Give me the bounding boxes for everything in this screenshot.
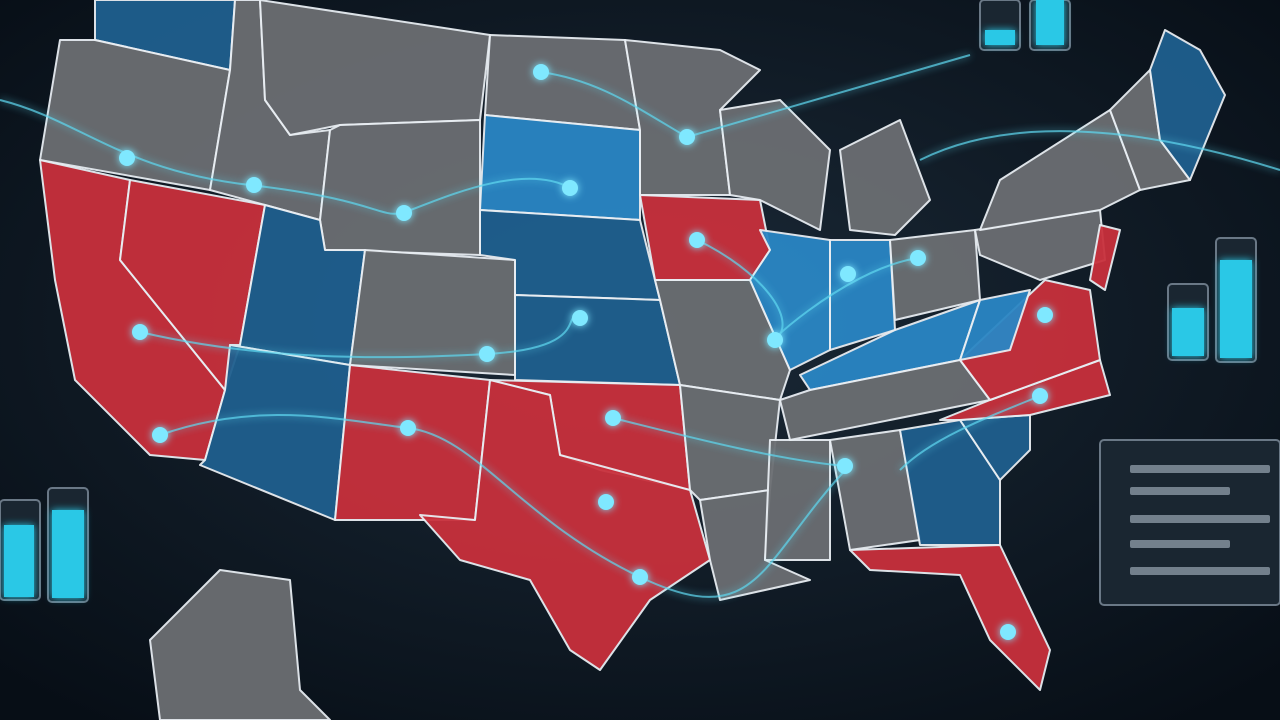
state [764, 439, 831, 561]
node [132, 324, 148, 340]
node [1032, 388, 1048, 404]
node [572, 310, 588, 326]
node [767, 332, 783, 348]
node [689, 232, 705, 248]
widget-row [1130, 567, 1270, 575]
node [1000, 624, 1016, 640]
node [840, 266, 856, 282]
state [829, 239, 896, 351]
node [679, 129, 695, 145]
widget-bar [52, 510, 84, 598]
node [605, 410, 621, 426]
node [632, 569, 648, 585]
connection-line [899, 395, 1041, 471]
widget-bar [1220, 260, 1252, 358]
connection-line [919, 130, 1280, 171]
connections [0, 54, 1280, 640]
connection-line [139, 315, 581, 359]
state [149, 569, 331, 720]
node [837, 458, 853, 474]
state [899, 419, 1001, 546]
states [39, 0, 1226, 720]
connection-line [539, 54, 971, 139]
state [979, 109, 1141, 231]
node [246, 177, 262, 193]
state [959, 279, 1101, 401]
node [119, 150, 135, 166]
connection-line [159, 414, 851, 598]
node [152, 427, 168, 443]
widget-bar [1172, 308, 1204, 356]
state [839, 119, 931, 236]
widget-row [1130, 515, 1270, 523]
widget-row [1130, 487, 1230, 495]
state [484, 34, 641, 131]
state [479, 114, 641, 221]
node [479, 346, 495, 362]
widget-bar [4, 525, 34, 597]
node [400, 420, 416, 436]
node [396, 205, 412, 221]
widget-row [1130, 540, 1230, 548]
state [959, 289, 1031, 361]
state [639, 194, 771, 281]
node [562, 180, 578, 196]
connection-line [0, 99, 571, 215]
state [1089, 224, 1121, 291]
connection-line [612, 417, 846, 467]
state [334, 364, 491, 521]
node [1037, 307, 1053, 323]
widget-row [1130, 465, 1270, 473]
node [598, 494, 614, 510]
state [719, 99, 831, 231]
node [533, 64, 549, 80]
widget-bar [1036, 0, 1064, 45]
widget-bar [985, 30, 1015, 45]
state [679, 384, 781, 501]
state [849, 544, 1051, 691]
state [514, 294, 681, 386]
state [319, 119, 481, 256]
widgets [0, 0, 1280, 606]
state [419, 379, 711, 671]
node [910, 250, 926, 266]
